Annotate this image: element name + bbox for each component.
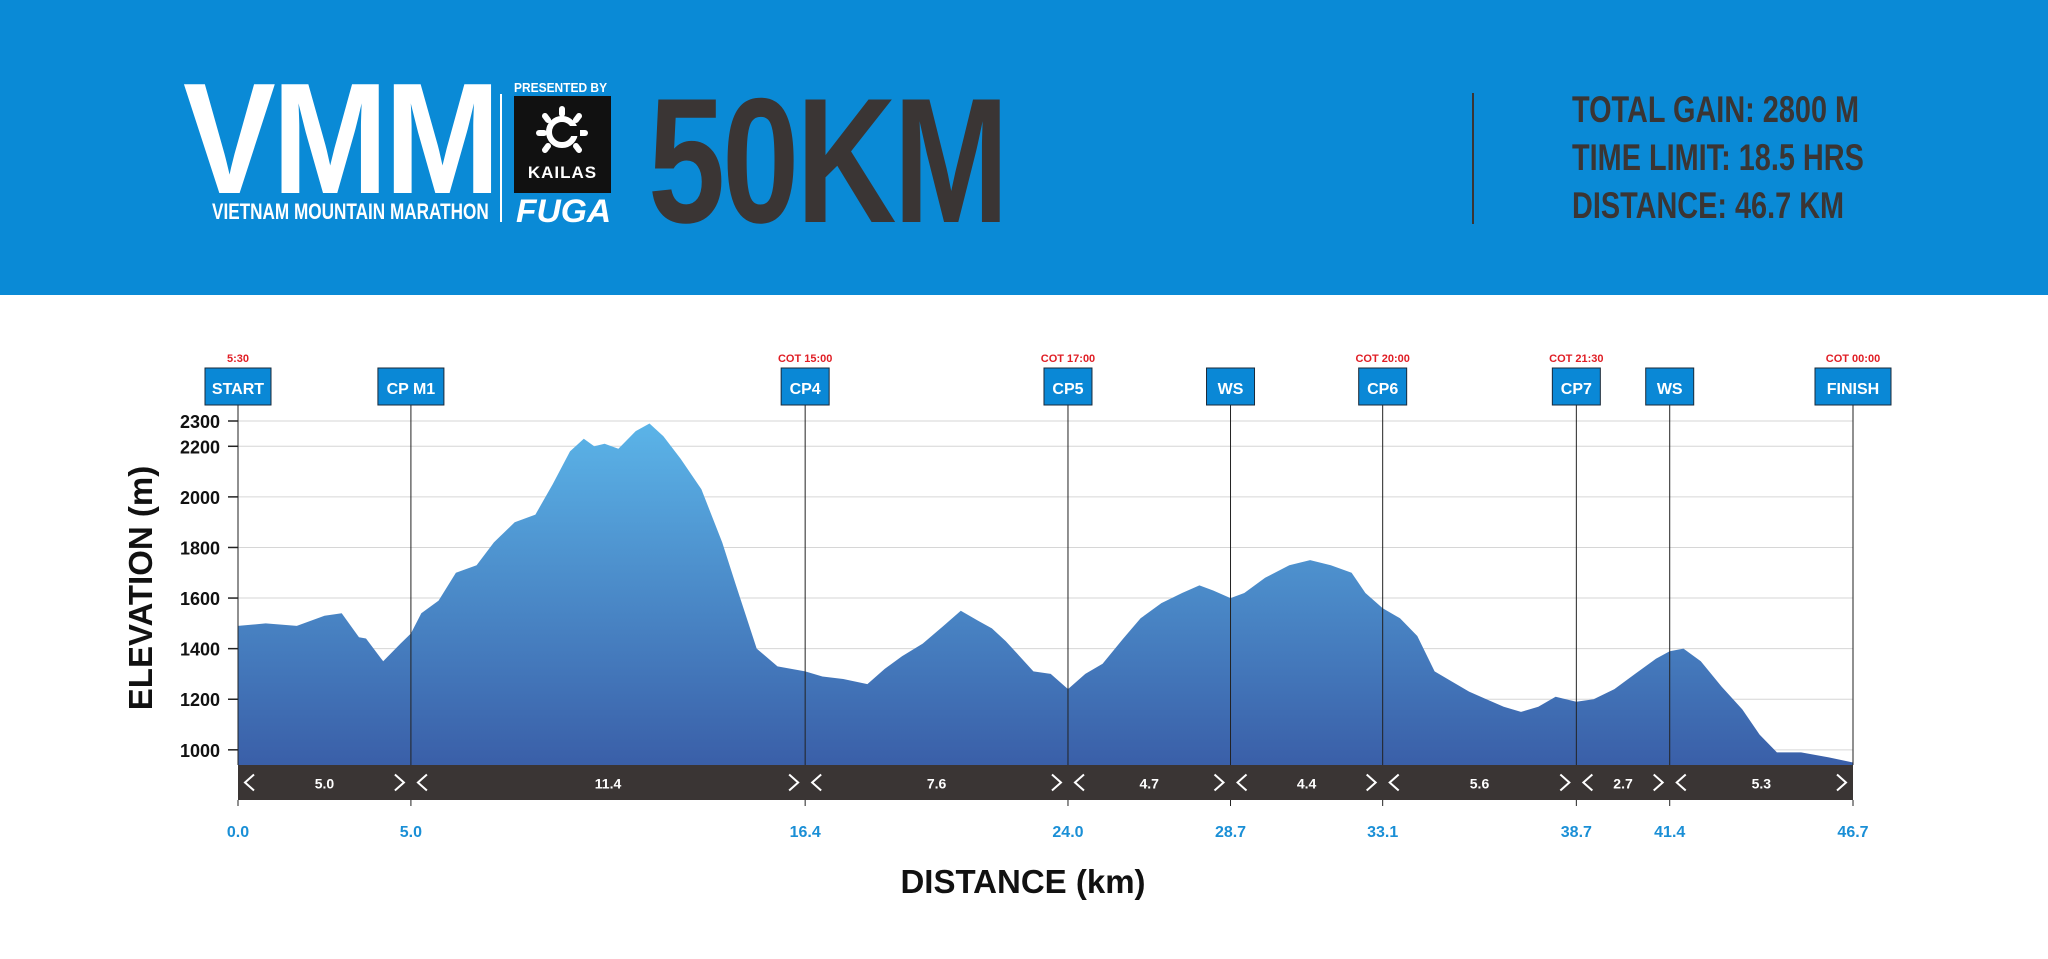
station-label: WS (1657, 381, 1683, 398)
segment-distance-label: 5.3 (1752, 776, 1772, 792)
segment-bar-background (238, 765, 1853, 800)
segment-end-arrow (1653, 773, 1665, 792)
station-label: CP4 (790, 381, 821, 398)
segment-start-arrow (1236, 773, 1248, 792)
segment-end-arrow (1213, 773, 1226, 792)
station-label: WS (1218, 381, 1244, 398)
x-tick-label: 33.1 (1367, 824, 1398, 841)
station-box (377, 367, 445, 406)
segment-distance-bar: 5.0 11.4 7.6 4.7 4.4 5.6 2.7 5.3 (238, 765, 1853, 800)
segment-distance-label: 7.6 (927, 776, 947, 792)
segment-distance-label: 5.6 (1470, 776, 1490, 792)
y-tick-label: 2000 (180, 488, 220, 508)
segment-end-arrow (788, 773, 800, 792)
station-box (1551, 367, 1601, 406)
segment-distance-label: 2.7 (1613, 776, 1633, 792)
y-axis-ticks: 1000 1200 1400 1600 1800 2000 2200 2300 (180, 412, 239, 765)
race-distance-title: 50KM (648, 61, 1009, 260)
segment-end-arrow (1051, 773, 1063, 792)
y-axis-label: ELEVATION (m) (122, 466, 159, 710)
segment-end-arrow (1559, 773, 1571, 792)
segment-start-arrow (1388, 773, 1400, 792)
station-box (1043, 367, 1093, 406)
segment-start-arrow (1073, 773, 1085, 792)
segment-distance-label: 4.7 (1140, 776, 1160, 792)
y-tick-label: 1800 (180, 538, 220, 558)
station-markers: START 5:30 CP M1 CP4 COT 15:00 CP5 COT 17:00 WS… (204, 353, 1892, 765)
segment-distance-label: 5.0 (315, 776, 335, 792)
segment-end-arrow (1366, 773, 1378, 792)
cutoff-time: COT 00:00 (1826, 353, 1880, 365)
header-banner: VMM VIETNAM MOUNTAIN MARATHON PRESENTED … (0, 0, 2048, 295)
station-box (1645, 367, 1695, 406)
cutoff-time: COT 15:00 (778, 353, 832, 365)
segment-start-arrow (1581, 773, 1594, 792)
kailas-brand-text: KAILAS (527, 163, 598, 182)
sun-icon (536, 106, 588, 153)
segment-start-arrow (810, 773, 822, 792)
station-label: CP M1 (387, 381, 436, 398)
x-axis-ticks: 0.0 5.0 16.4 24.0 28.7 33.1 38.7 41.4 46.7 (227, 800, 1869, 841)
station-box (1358, 367, 1408, 406)
x-tick-label: 16.4 (790, 824, 821, 841)
fuga-brand-text: FUGA (516, 193, 612, 229)
total-gain-stat: TOTAL GAIN: 2800 M (1572, 89, 1860, 130)
time-limit-stat: TIME LIMIT: 18.5 HRS (1572, 137, 1864, 178)
logo-divider (500, 94, 502, 222)
segment-distance-label: 11.4 (595, 776, 622, 792)
segment-start-arrow (416, 773, 428, 792)
vmm-logo-subtitle: VIETNAM MOUNTAIN MARATHON (212, 199, 489, 224)
y-tick-label: 1400 (180, 640, 220, 660)
y-tick-label: 1000 (180, 741, 220, 761)
kailas-logo: KAILAS (514, 96, 611, 193)
segment-end-arrow (1836, 773, 1848, 792)
x-tick-label: 38.7 (1561, 824, 1592, 841)
x-tick-label: 24.0 (1052, 824, 1083, 841)
segment-distance-label: 4.4 (1297, 776, 1317, 792)
station-label: CP5 (1052, 381, 1083, 398)
vmm-logo: VMM (183, 51, 500, 227)
elevation-profile-area (238, 423, 1853, 765)
presented-by-label: PRESENTED BY (514, 80, 608, 95)
x-tick-label: 5.0 (400, 824, 422, 841)
cutoff-time: COT 20:00 (1355, 353, 1409, 365)
cutoff-time: 5:30 (227, 353, 249, 365)
distance-stat: DISTANCE: 46.7 KM (1572, 185, 1845, 226)
y-tick-label: 1200 (180, 690, 220, 710)
station-label: CP6 (1367, 381, 1398, 398)
x-tick-label: 46.7 (1837, 824, 1868, 841)
x-tick-label: 28.7 (1215, 824, 1246, 841)
station-box (1206, 367, 1256, 406)
segment-start-arrow (243, 773, 255, 792)
y-tick-label: 2200 (180, 437, 220, 457)
y-tick-label: 2300 (180, 412, 220, 432)
station-label: FINISH (1827, 381, 1879, 398)
station-box (1814, 367, 1892, 406)
x-axis-label: DISTANCE (km) (900, 863, 1145, 900)
x-tick-label: 41.4 (1654, 824, 1685, 841)
segment-end-arrow (394, 773, 406, 792)
station-label: CP7 (1561, 381, 1592, 398)
y-tick-label: 1600 (180, 589, 220, 609)
station-label: START (212, 381, 264, 398)
cutoff-time: COT 21:30 (1549, 353, 1603, 365)
header-divider (1472, 93, 1474, 224)
x-tick-label: 0.0 (227, 824, 249, 841)
station-box (780, 367, 830, 406)
cutoff-time: COT 17:00 (1041, 353, 1095, 365)
station-box (204, 367, 272, 406)
segment-start-arrow (1675, 773, 1687, 792)
